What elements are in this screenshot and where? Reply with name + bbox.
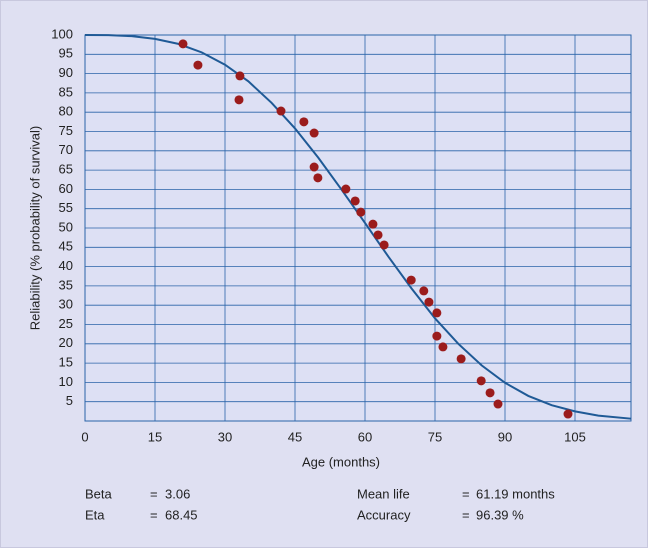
data-point (234, 95, 244, 105)
y-tick-label: 40 (59, 258, 73, 273)
y-tick-label: 5 (66, 393, 73, 408)
stat-value: 68.45 (165, 507, 198, 522)
data-point (368, 219, 378, 229)
data-point (276, 106, 286, 116)
y-tick-label: 35 (59, 277, 73, 292)
data-point (456, 354, 466, 364)
y-tick-label: 10 (59, 374, 73, 389)
data-point (493, 399, 503, 409)
data-point (178, 39, 188, 49)
data-point (341, 184, 351, 194)
data-point (379, 240, 389, 250)
x-tick-label: 0 (81, 429, 88, 444)
y-tick-label: 65 (59, 162, 73, 177)
data-point (424, 297, 434, 307)
data-point (419, 286, 429, 296)
stat-separator: = (150, 486, 158, 501)
data-point (235, 71, 245, 81)
y-tick-label: 30 (59, 297, 73, 312)
stat-label: Accuracy (357, 507, 411, 522)
y-tick-label: 55 (59, 200, 73, 215)
x-tick-label: 90 (498, 429, 512, 444)
stat-value: 96.39 % (476, 507, 524, 522)
y-tick-label: 80 (59, 104, 73, 119)
y-tick-label: 95 (59, 46, 73, 61)
stat-label: Beta (85, 486, 113, 501)
data-point (563, 409, 573, 419)
x-tick-label: 60 (358, 429, 372, 444)
y-tick-label: 45 (59, 239, 73, 254)
x-tick-label: 105 (564, 429, 586, 444)
x-tick-label: 45 (288, 429, 302, 444)
y-tick-label: 25 (59, 316, 73, 331)
y-tick-label: 70 (59, 142, 73, 157)
y-tick-label: 20 (59, 335, 73, 350)
reliability-curve (84, 34, 632, 420)
x-tick-label: 75 (428, 429, 442, 444)
data-point (356, 207, 366, 217)
y-tick-label: 60 (59, 181, 73, 196)
data-point (350, 196, 360, 206)
stat-label: Mean life (357, 486, 410, 501)
y-tick-label: 90 (59, 65, 73, 80)
data-point (432, 331, 442, 341)
data-point (313, 173, 323, 183)
x-axis-label: Age (months) (302, 454, 380, 469)
data-point (193, 60, 203, 70)
stat-value: 3.06 (165, 486, 190, 501)
y-tick-label: 15 (59, 355, 73, 370)
y-tick-label: 100 (51, 26, 73, 41)
stat-label: Eta (85, 507, 105, 522)
stat-separator: = (462, 486, 470, 501)
data-point (432, 308, 442, 318)
data-point (485, 388, 495, 398)
data-point (438, 342, 448, 352)
y-tick-label: 85 (59, 84, 73, 99)
stat-separator: = (150, 507, 158, 522)
x-tick-label: 30 (218, 429, 232, 444)
y-tick-label: 50 (59, 219, 73, 234)
data-point (299, 117, 309, 127)
y-axis-label: Reliability (% probability of survival) (27, 126, 42, 330)
data-point (406, 275, 416, 285)
stat-separator: = (462, 507, 470, 522)
x-tick-label: 15 (148, 429, 162, 444)
data-point (476, 376, 486, 386)
stat-value: 61.19 months (476, 486, 555, 501)
data-point (309, 162, 319, 172)
y-tick-label: 75 (59, 123, 73, 138)
data-point (373, 230, 383, 240)
data-point (309, 128, 319, 138)
